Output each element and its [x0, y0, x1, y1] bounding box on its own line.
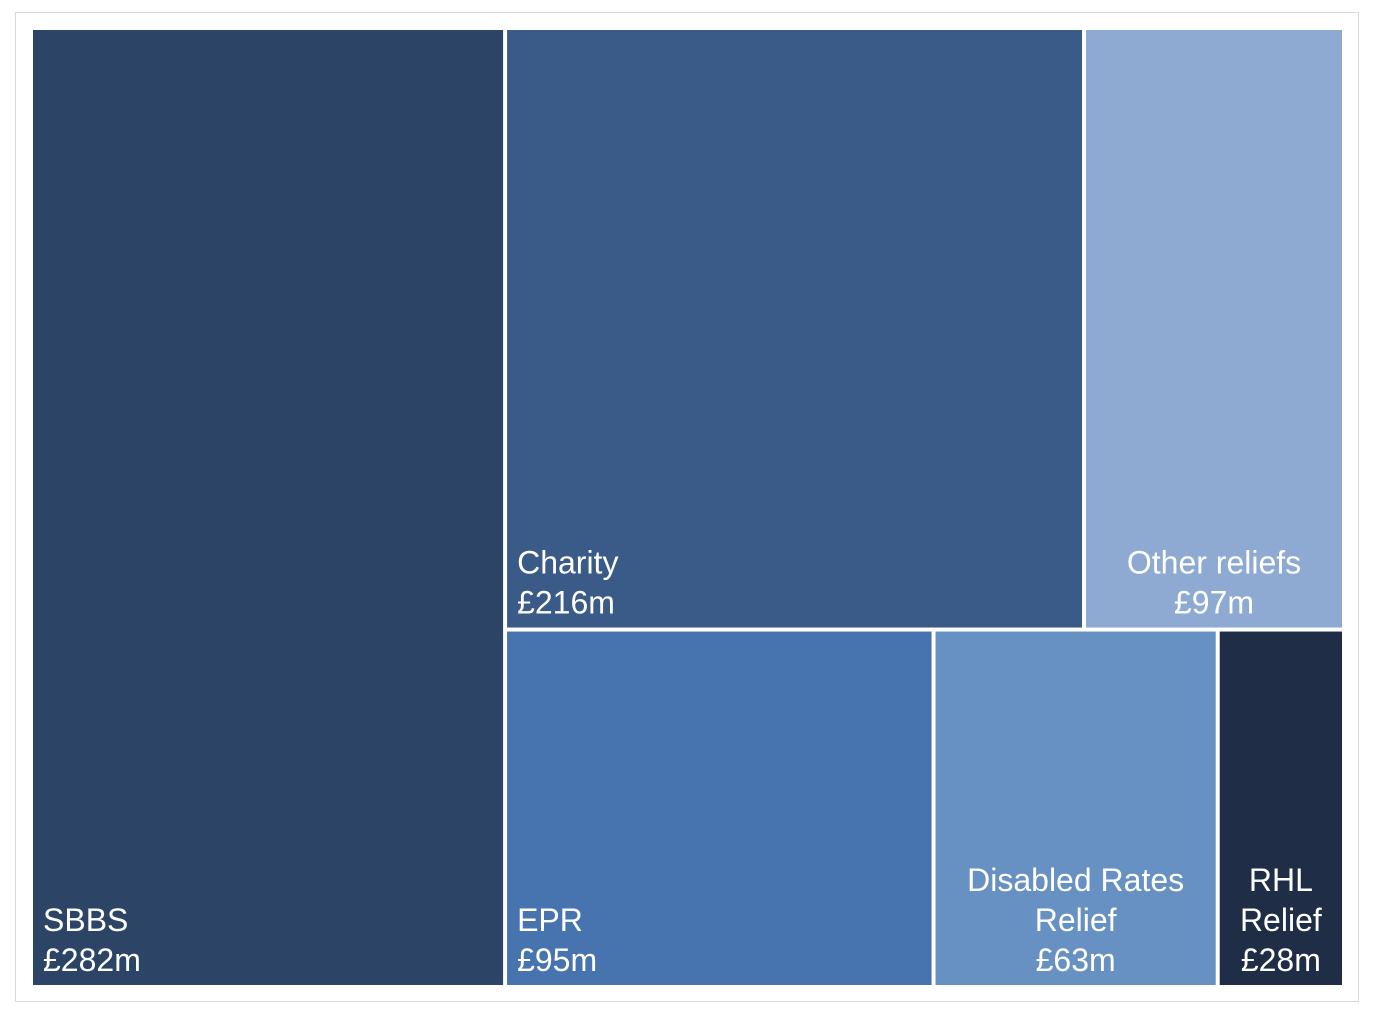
tile-charity-label: Charity	[517, 545, 618, 581]
tile-sbbs-value: £282m	[43, 942, 141, 978]
tile-epr	[507, 631, 932, 985]
tile-disabled-rates-relief-label-line-2: Relief	[1035, 902, 1117, 938]
tile-rhl-relief-label-line-2: Relief	[1240, 902, 1322, 938]
tile-rhl-relief-label-line-1: RHL	[1249, 862, 1313, 898]
tile-charity-value: £216m	[517, 585, 615, 621]
tile-epr-label: EPR	[517, 902, 583, 938]
tile-sbbs	[33, 30, 504, 985]
tile-rhl-relief-value: £28m	[1241, 942, 1321, 978]
tile-other-reliefs-value: £97m	[1174, 585, 1254, 621]
tile-sbbs-label: SBBS	[43, 902, 128, 938]
tile-rhl-relief	[1219, 631, 1342, 985]
tile-epr-value: £95m	[517, 942, 597, 978]
tile-other-reliefs-label: Other reliefs	[1127, 545, 1301, 581]
tile-disabled-rates-relief-label-line-1: Disabled Rates	[967, 862, 1184, 898]
tile-disabled-rates-relief	[935, 631, 1216, 985]
tile-other-reliefs	[1086, 30, 1342, 628]
tile-disabled-rates-relief-value: £63m	[1036, 942, 1116, 978]
tile-charity	[507, 30, 1083, 628]
